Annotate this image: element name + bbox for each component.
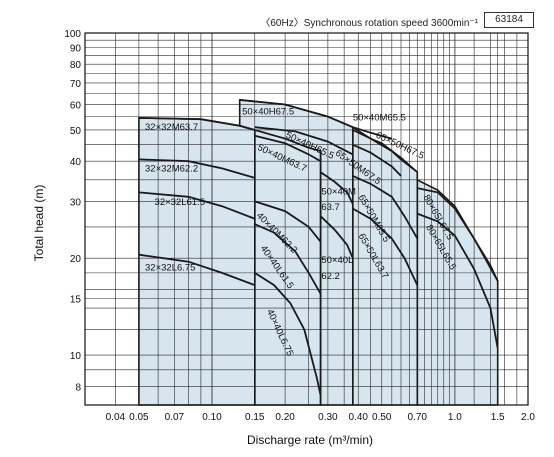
y-tick-label: 90 xyxy=(70,44,82,55)
curve-label: 50×40M xyxy=(321,187,356,198)
curve-40×40L6.75 xyxy=(254,272,322,396)
pump-curves xyxy=(138,99,499,396)
curve-80×65L67.5 xyxy=(417,187,499,282)
x-tick-label: 0.20 xyxy=(275,412,295,423)
curve-label: 32×32M63.7 xyxy=(145,122,198,133)
y-tick-label: 20 xyxy=(70,254,82,265)
y-tick-label: 40 xyxy=(70,157,82,168)
region-50×40 xyxy=(239,99,353,406)
x-tick-label: 0.50 xyxy=(372,412,392,423)
y-tick-label: 10 xyxy=(70,351,82,362)
x-tick-label: 0.07 xyxy=(165,412,185,423)
curve-40×40L61.5 xyxy=(254,223,322,295)
x-tick-label: 1.0 xyxy=(448,412,462,423)
curve-label: 50×40L xyxy=(321,255,353,266)
curve-40×40M63.7 xyxy=(254,134,322,162)
curve-label: 50×40H67.5 xyxy=(242,107,294,118)
y-tick-label: 15 xyxy=(70,294,82,305)
curve-50×40H65.5 xyxy=(254,126,354,156)
curve-40×40M62.2 xyxy=(254,200,322,243)
curve-32×32M63.7 xyxy=(138,117,256,131)
curve-50×40M65.5 xyxy=(352,126,393,140)
region-40×40 xyxy=(254,130,321,405)
y-axis-title: Total head (m) xyxy=(32,185,46,262)
curve-32×32M62.2 xyxy=(138,158,256,179)
x-axis-title: Discharge rate (m³/min) xyxy=(247,433,373,447)
y-tick-label: 70 xyxy=(70,79,82,90)
x-tick-label: 1.5 xyxy=(491,412,505,423)
x-tick-label: 0.04 xyxy=(106,412,126,423)
rotation-speed-caption: 〈60Hz〉Synchronous rotation speed 3600min… xyxy=(260,18,478,29)
curve-80×65L65.5 xyxy=(416,212,499,349)
curve-65×50M65.5 xyxy=(352,175,419,240)
y-tick-label: 30 xyxy=(70,197,82,208)
y-tick-label: 100 xyxy=(64,29,81,40)
curve-32×32L6.75 xyxy=(138,253,256,286)
curve-label: 50×40M65.5 xyxy=(353,112,406,123)
plot-frame xyxy=(84,32,529,406)
x-tick-label: 0.05 xyxy=(129,412,149,423)
curve-50×40L62.2 xyxy=(319,215,354,259)
curve-32×32L61.5 xyxy=(138,191,256,220)
x-tick-label: 0.70 xyxy=(408,412,428,423)
region-32×32 xyxy=(138,117,255,406)
curve-label: 62.2 xyxy=(321,271,340,282)
x-tick-label: 0.30 xyxy=(318,412,338,423)
curve-50×40M63.7 xyxy=(320,171,354,205)
curve-label: 63.7 xyxy=(321,202,340,213)
figure-code-box: 63184 xyxy=(484,12,534,28)
y-tick-label: 60 xyxy=(70,100,82,111)
y-tick-label: 80 xyxy=(70,60,82,71)
y-tick-label: 8 xyxy=(75,382,81,393)
curve-65×50L63.7 xyxy=(352,207,419,286)
axes: 0.04 0.05 0.07 0.10 0.15 0.20 0.30 0.40 0.50 0.70… xyxy=(64,29,535,423)
x-tick-label: 0.40 xyxy=(348,412,368,423)
curve-label: 32×32L6.75 xyxy=(145,263,195,274)
x-tick-label: 0.15 xyxy=(245,412,265,423)
curve-50×40H67.5 xyxy=(239,99,354,129)
curve-label: 32×32L61.5 xyxy=(155,197,205,208)
region-80×65 xyxy=(417,179,498,405)
x-tick-label: 0.10 xyxy=(202,412,222,423)
y-tick-label: 50 xyxy=(70,126,82,137)
x-tick-label: 2.0 xyxy=(521,412,535,423)
curve-65×50M67.5 xyxy=(352,143,402,177)
curve-label: 32×32M62.2 xyxy=(145,163,198,174)
curve-65×50H67.5 xyxy=(352,129,418,173)
